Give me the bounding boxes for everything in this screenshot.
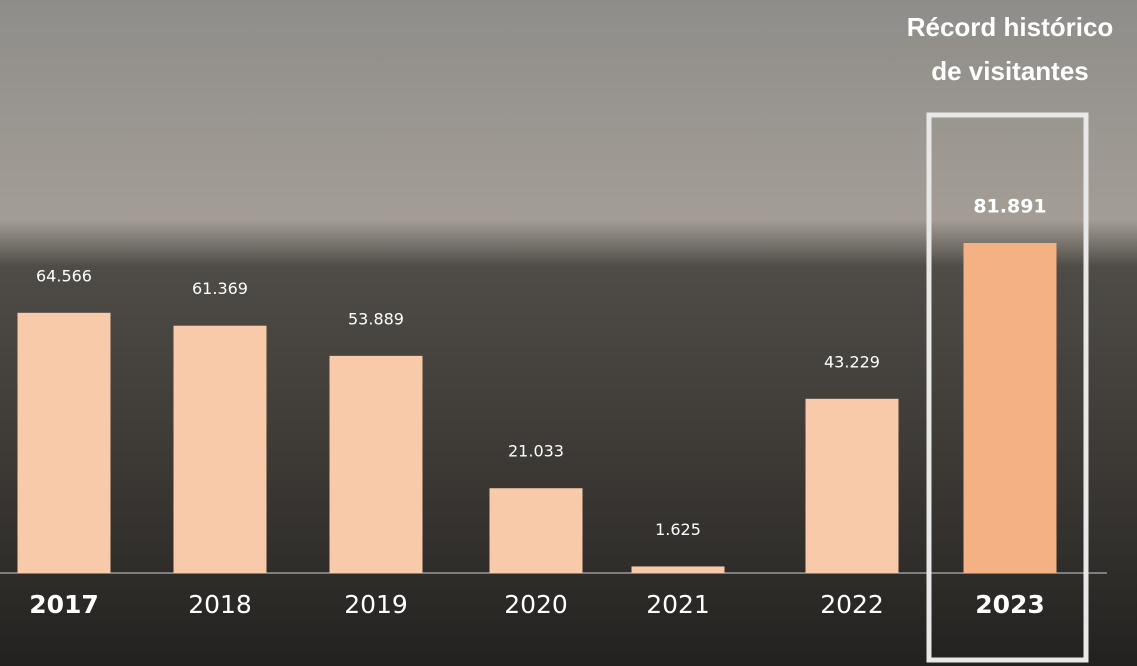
bar <box>173 325 267 573</box>
highlight-frame <box>926 112 1089 663</box>
value-label: 43.229 <box>824 352 880 371</box>
bar <box>489 488 583 573</box>
annotation: Récord histórico <box>907 12 1114 42</box>
x-tick-label: 2020 <box>504 590 568 619</box>
bar <box>963 243 1057 573</box>
x-tick-label: 2023 <box>975 590 1045 619</box>
bar <box>805 398 899 573</box>
value-label: 53.889 <box>348 309 404 328</box>
value-label: 1.625 <box>655 520 701 539</box>
bar <box>17 312 111 573</box>
value-label: 61.369 <box>192 279 248 298</box>
bar <box>329 355 423 573</box>
x-tick-label: 2022 <box>820 590 884 619</box>
value-label: 64.566 <box>36 266 92 285</box>
value-label: 21.033 <box>508 442 564 461</box>
x-tick-label: 2019 <box>344 590 408 619</box>
bar <box>631 566 725 573</box>
x-tick-label: 2017 <box>29 590 99 619</box>
value-label: 81.891 <box>973 196 1046 218</box>
x-tick-label: 2021 <box>646 590 710 619</box>
annotation: de visitantes <box>931 56 1089 86</box>
x-tick-label: 2018 <box>188 590 252 619</box>
